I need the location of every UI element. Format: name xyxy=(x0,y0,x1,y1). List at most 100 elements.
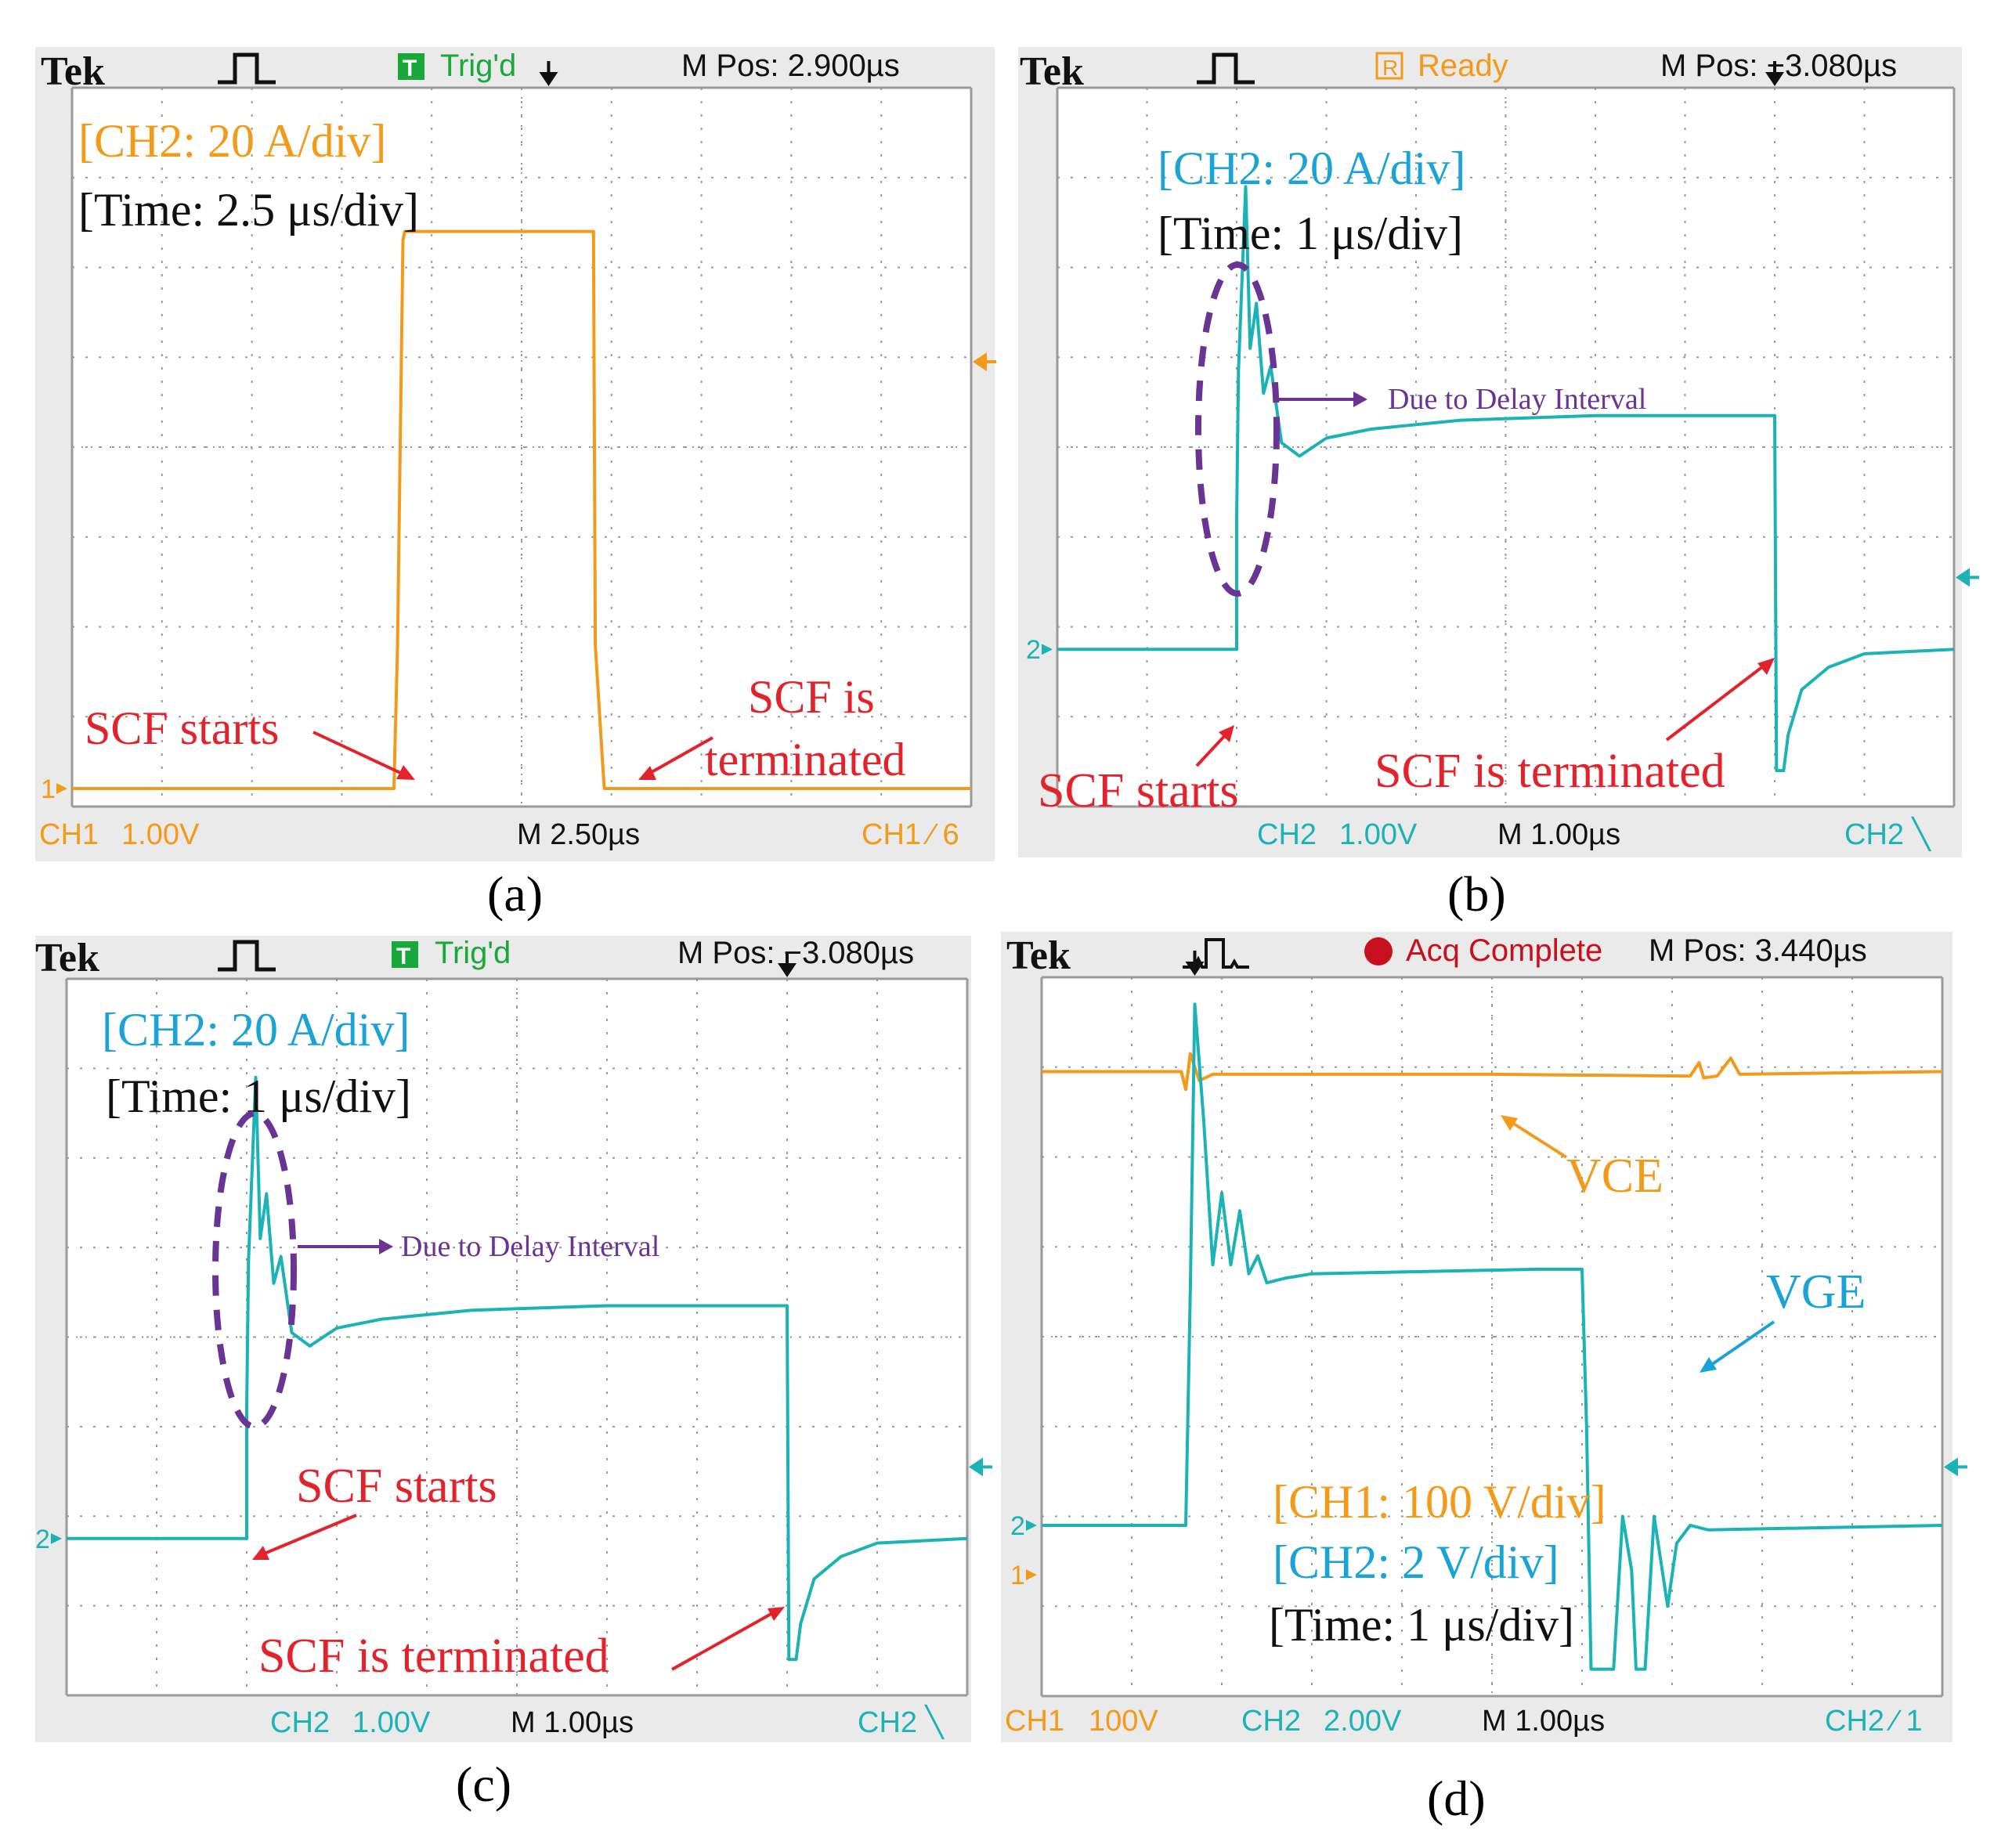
mpos-readout: M Pos: −3.080µs xyxy=(677,936,914,970)
brand-label: Tek xyxy=(1006,933,1071,978)
footer-channel-2: CH2 xyxy=(1241,1705,1301,1738)
start-arrow-head xyxy=(396,765,415,780)
traces xyxy=(67,1075,968,1662)
series-vge-trace xyxy=(1042,1002,1943,1671)
traces xyxy=(1057,185,1955,773)
markers: 2 xyxy=(1026,61,1979,665)
trigger-pulse-icon xyxy=(218,940,276,972)
footer-volts: 100V xyxy=(1089,1705,1158,1738)
footer-trigger: CH2 ╲ xyxy=(858,1704,945,1740)
ground-marker-label: 2 xyxy=(1010,1511,1025,1541)
end-annotation: SCF is terminated xyxy=(1374,745,1725,798)
ground-marker-arrow-icon xyxy=(1026,1569,1037,1581)
trigger-pulse-icon xyxy=(1183,938,1249,969)
start-annotation: SCF starts xyxy=(1038,764,1239,818)
time-annotation: [Time: 1 μs/div] xyxy=(1269,1599,1574,1651)
ch2-scale-annotation: [CH2: 2 V/div] xyxy=(1273,1536,1559,1588)
start-arrow-head xyxy=(1219,725,1234,742)
ground-marker-arrow-icon xyxy=(51,1532,62,1544)
series-current-trace xyxy=(67,1075,968,1662)
panel-a: Tek T Trig'd M Pos: 2.900µs 1 CH1 1.00V … xyxy=(35,47,996,922)
graticule xyxy=(65,977,969,1697)
end-arrow-head xyxy=(768,1607,785,1621)
status-badge xyxy=(398,53,424,80)
ch1-scale-annotation: [CH1: 100 V/div] xyxy=(1273,1476,1606,1528)
time-annotation: [Time: 1 μs/div] xyxy=(1158,208,1463,259)
trigger-pulse-icon xyxy=(1197,52,1255,85)
status-badge-letter: R xyxy=(1382,56,1398,80)
status-text: Trig'd xyxy=(435,936,511,970)
trigger-position-arrow-icon xyxy=(1185,951,1205,976)
ground-marker-label: 2 xyxy=(35,1525,50,1554)
markers: 1 xyxy=(41,61,996,804)
vge-label: VGE xyxy=(1766,1265,1866,1319)
end-annotation: SCF is terminated xyxy=(258,1630,609,1683)
ground-marker-label: 2 xyxy=(1026,635,1041,665)
time-annotation: [Time: 2.5 μs/div] xyxy=(78,184,419,236)
caption-b: (b) xyxy=(1447,866,1506,922)
ground-marker-label: 1 xyxy=(41,774,56,804)
status-badge-letter: T xyxy=(396,944,410,969)
markers: 2 xyxy=(35,952,992,1554)
start-arrow xyxy=(262,1514,357,1556)
scale-annotation: [CH2: 20 A/div] xyxy=(102,1004,410,1056)
footer-volts-2: 2.00V xyxy=(1324,1705,1402,1738)
footer-channel: CH2 xyxy=(270,1706,330,1739)
delay-annotation: Due to Delay Interval xyxy=(401,1230,659,1263)
status-badge xyxy=(392,941,418,968)
series-current-trace xyxy=(1057,185,1955,773)
markers: 21 xyxy=(1010,951,1967,1590)
vge-arrow-head xyxy=(1700,1357,1717,1373)
mpos-readout: M Pos: 2.900µs xyxy=(681,49,900,83)
end-arrow-head xyxy=(1757,658,1775,675)
caption-d: (d) xyxy=(1427,1770,1486,1826)
footer-timebase: M 1.00µs xyxy=(1497,818,1620,851)
delay-arrow-head xyxy=(1353,392,1367,407)
traces xyxy=(72,229,971,790)
end-annotation-2: terminated xyxy=(705,734,906,785)
trigger-position-arrow-icon xyxy=(1765,61,1784,86)
trigger-level-arrow-icon xyxy=(1956,568,1979,587)
mpos-readout: M Pos: 3.440µs xyxy=(1649,933,1867,968)
footer-volts: 1.00V xyxy=(1339,818,1418,851)
footer-timebase: M 1.00µs xyxy=(1482,1705,1605,1738)
footer-trigger: CH1 ∕ 6 xyxy=(862,818,959,851)
start-arrow xyxy=(1195,731,1230,767)
traces xyxy=(1042,1002,1943,1671)
trigger-level-arrow-icon xyxy=(1944,1457,1967,1477)
delay-arrow-head xyxy=(379,1239,393,1254)
status-badge-letter: T xyxy=(403,56,417,81)
panel-d: Tek Acq Complete M Pos: 3.440µs 21 CH1 1… xyxy=(1001,932,1967,1826)
caption-a: (a) xyxy=(487,866,543,922)
status-badge xyxy=(1375,52,1403,80)
panel-b: Tek R Ready M Pos: −3.080µs 2 CH2 1.00V … xyxy=(1018,47,1979,922)
delay-highlight-ellipse xyxy=(212,1110,297,1430)
trigger-position-arrow-icon xyxy=(778,952,797,977)
vce-arrow-head xyxy=(1501,1115,1518,1131)
trigger-level-arrow-icon xyxy=(969,1457,992,1477)
time-annotation: [Time: 1 μs/div] xyxy=(106,1070,411,1122)
ground-marker-label: 1 xyxy=(1010,1561,1025,1590)
footer-trigger: CH2 ∕ 1 xyxy=(1825,1705,1923,1738)
ground-marker-arrow-icon xyxy=(56,783,67,795)
status-text: Trig'd xyxy=(440,49,516,83)
end-arrow xyxy=(645,736,713,777)
trigger-pulse-icon xyxy=(218,52,276,85)
footer-timebase: M 2.50µs xyxy=(517,818,640,851)
delay-annotation: Due to Delay Interval xyxy=(1388,383,1646,416)
series-vce-trace xyxy=(1042,1052,1943,1092)
acq-complete-dot-icon xyxy=(1364,937,1393,966)
graticule xyxy=(70,86,973,808)
footer-volts: 1.00V xyxy=(121,818,200,851)
start-annotation: SCF starts xyxy=(85,702,279,754)
end-arrow-head xyxy=(638,766,656,780)
trigger-level-arrow-icon xyxy=(973,352,996,371)
start-arrow-head xyxy=(252,1546,269,1560)
vce-label: VCE xyxy=(1566,1150,1663,1203)
start-annotation: SCF starts xyxy=(296,1460,497,1513)
end-arrow xyxy=(1665,662,1768,742)
delay-highlight-ellipse xyxy=(1195,262,1280,597)
end-arrow xyxy=(671,1610,776,1671)
graticule xyxy=(1056,86,1956,808)
start-arrow xyxy=(312,731,410,778)
